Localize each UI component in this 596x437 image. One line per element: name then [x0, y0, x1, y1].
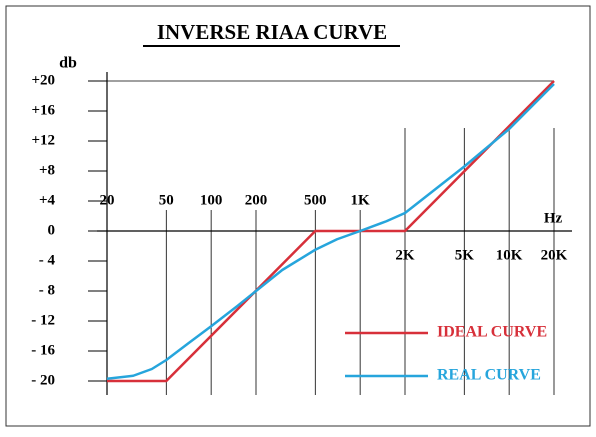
series-line [106, 83, 555, 380]
x-tick-label: 20K [541, 247, 568, 263]
x-axis-label: Hz [544, 210, 563, 226]
x-tick-label: 100 [200, 192, 223, 208]
x-tick-label: 200 [245, 192, 268, 208]
x-tick-label: 2K [395, 247, 415, 263]
y-axis-label: db [59, 55, 77, 72]
y-tick-label: +12 [31, 132, 55, 148]
x-tick-label: 10K [496, 247, 523, 263]
y-tick-label: - 20 [31, 372, 55, 388]
y-tick-label: - 4 [39, 252, 56, 268]
y-tick-label: +8 [39, 162, 55, 178]
y-tick-label: +4 [39, 192, 56, 208]
y-tick-label: - 12 [31, 312, 55, 328]
y-tick-label: - 8 [39, 282, 55, 298]
legend-label: IDEAL CURVE [437, 324, 547, 341]
x-tick-label: 50 [159, 192, 174, 208]
x-tick-label: 5K [455, 247, 475, 263]
x-tick-label: 1K [351, 192, 371, 208]
series-line [107, 80, 555, 383]
frame [5, 5, 591, 427]
y-tick-label: +16 [31, 102, 55, 118]
chart-title: INVERSE RIAA CURVE [157, 20, 387, 44]
legend-label: REAL CURVE [437, 367, 541, 384]
x-tick-label: 500 [304, 192, 327, 208]
y-tick-label: +20 [31, 72, 55, 88]
y-tick-label: 0 [48, 222, 56, 238]
y-tick-label: - 16 [31, 342, 55, 358]
